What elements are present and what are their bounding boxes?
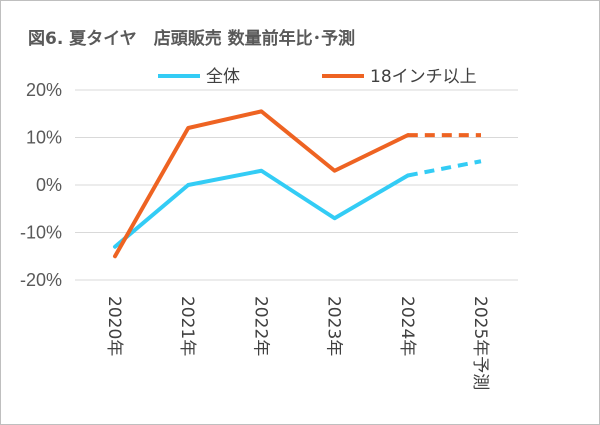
y-axis-ticks: 20% 10% 0% -10% -20% [20,80,62,290]
legend-label: 全体 [206,67,240,87]
y-tick-label: 20% [26,80,62,100]
x-category-label: 2021年 [177,296,197,356]
y-tick-label: 0% [36,175,62,195]
series-line [113,168,410,249]
x-category-label: 2023年 [324,296,344,356]
x-category-label: 2024年 [397,296,417,356]
series-lines [113,109,482,259]
x-category-label: 2022年 [250,296,270,356]
x-category-label: 2025年予測 [470,296,490,390]
y-tick-label: 10% [26,128,62,148]
y-tick-label: -20% [20,270,62,290]
gridlines [75,89,518,281]
x-category-label: 2020年 [104,296,124,356]
chart-title: 図6. 夏タイヤ 店頭販売 数量前年比･予測 [28,28,355,49]
y-tick-label: -10% [20,223,62,243]
series-forecast-line [407,159,482,178]
series-line [113,109,410,259]
legend: 全体 18インチ以上 [158,67,477,87]
legend-label: 18インチ以上 [370,67,477,87]
x-axis-categories: 2020年 2021年 2022年 2023年 2024年 2025年予測 [104,296,490,390]
